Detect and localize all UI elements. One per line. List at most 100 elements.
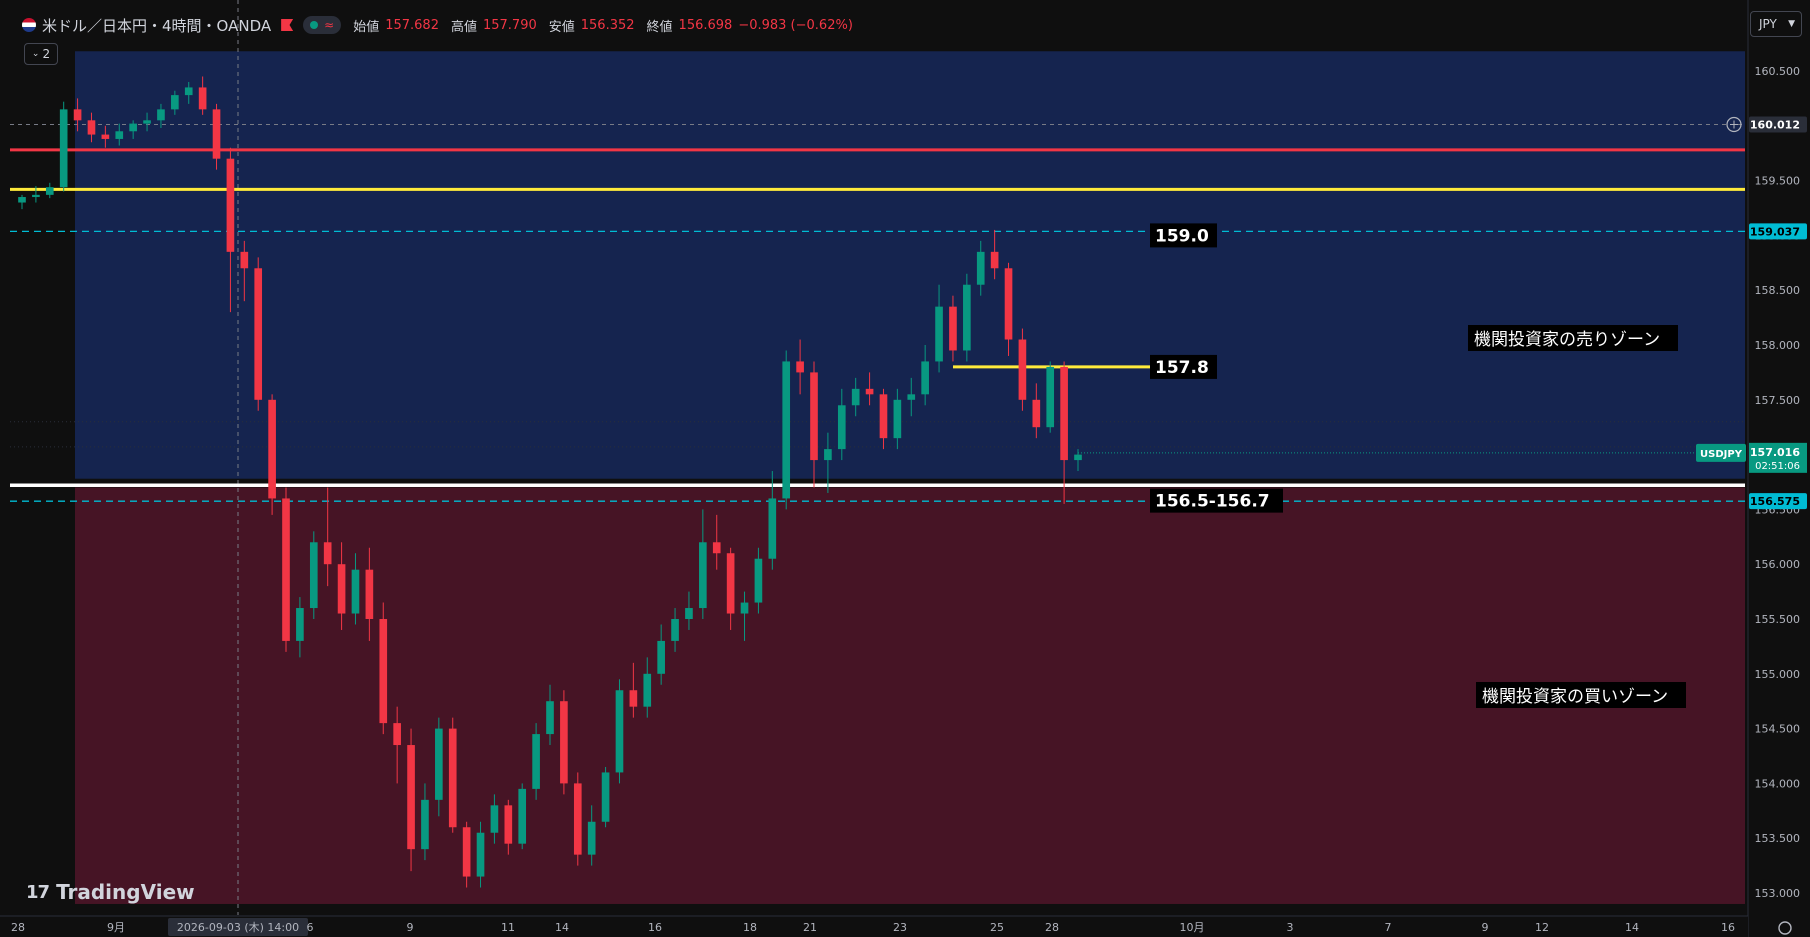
candle[interactable]	[601, 766, 610, 828]
candle[interactable]	[643, 657, 652, 718]
us-flag-icon	[22, 18, 36, 32]
candle[interactable]	[796, 339, 804, 395]
candle[interactable]	[976, 240, 985, 296]
candle[interactable]	[323, 487, 332, 587]
buy-zone-rect[interactable]	[75, 487, 1745, 904]
flag-icon[interactable]	[281, 19, 294, 31]
candle[interactable]	[768, 471, 777, 570]
candle[interactable]	[157, 103, 165, 128]
price-tick-label: 155.500	[1755, 613, 1801, 626]
candle[interactable]	[615, 679, 624, 784]
candle[interactable]	[699, 509, 707, 619]
candle[interactable]	[810, 361, 818, 488]
candle[interactable]	[879, 388, 888, 450]
candle[interactable]	[851, 377, 860, 417]
candle[interactable]	[421, 783, 429, 861]
candle[interactable]	[101, 125, 110, 148]
candle[interactable]	[1004, 262, 1013, 356]
candle[interactable]	[907, 377, 916, 417]
sell-zone-rect[interactable]	[75, 51, 1745, 479]
settings-gear-icon[interactable]	[1778, 921, 1792, 935]
candle[interactable]	[462, 821, 471, 888]
candle[interactable]	[629, 662, 638, 718]
candle[interactable]	[657, 624, 665, 685]
chevron-down-icon: ⌄	[31, 49, 40, 59]
candle-body	[699, 542, 707, 609]
candle[interactable]	[532, 723, 540, 800]
candle[interactable]	[476, 821, 485, 888]
candle[interactable]	[184, 81, 193, 104]
candle[interactable]	[337, 542, 346, 630]
candle[interactable]	[824, 432, 832, 493]
add-alert-plus-icon[interactable]	[1726, 116, 1742, 133]
candle[interactable]	[573, 772, 582, 866]
candle[interactable]	[726, 547, 735, 630]
candle[interactable]	[393, 706, 401, 784]
candle[interactable]	[212, 103, 221, 170]
time-tick-label: 9月	[107, 921, 125, 934]
candle[interactable]	[379, 602, 388, 735]
candle[interactable]	[351, 553, 360, 625]
candle[interactable]	[865, 372, 874, 406]
ohlc-close-label: 終値	[646, 19, 673, 35]
candle[interactable]	[963, 273, 971, 362]
candle[interactable]	[990, 229, 999, 280]
candle[interactable]	[73, 98, 82, 132]
candle[interactable]	[407, 728, 415, 872]
candle[interactable]	[671, 608, 679, 652]
candle[interactable]	[45, 182, 54, 199]
time-tick-label: 16	[1721, 921, 1735, 934]
indicator-collapse-button[interactable]: ⌄ 2	[24, 43, 58, 65]
candle[interactable]	[712, 514, 721, 570]
tradingview-logo-text: TradingView	[56, 880, 195, 904]
market-status-pill[interactable]: ≈	[303, 16, 342, 34]
candle[interactable]	[87, 112, 96, 143]
candle[interactable]	[309, 531, 318, 619]
candle[interactable]	[921, 345, 929, 406]
candle[interactable]	[365, 547, 374, 641]
candle[interactable]	[240, 240, 249, 302]
candle[interactable]	[560, 690, 568, 795]
candle[interactable]	[587, 805, 596, 866]
candle[interactable]	[129, 120, 137, 139]
candle[interactable]	[685, 591, 693, 630]
symbol-title[interactable]: 米ドル／日本円・4時間・OANDA	[42, 16, 272, 35]
level-label-box	[1150, 223, 1217, 248]
candle[interactable]	[254, 257, 263, 411]
candle[interactable]	[198, 76, 207, 115]
candle[interactable]	[59, 101, 68, 192]
candle[interactable]	[546, 684, 554, 746]
candle[interactable]	[32, 186, 40, 203]
candle[interactable]	[490, 794, 499, 844]
candle-body	[171, 95, 179, 110]
candle[interactable]	[949, 295, 957, 362]
candle[interactable]	[740, 591, 749, 641]
candle[interactable]	[143, 112, 151, 132]
candle[interactable]	[115, 123, 124, 146]
candle[interactable]	[1018, 328, 1027, 411]
candle[interactable]	[226, 147, 235, 313]
currency-unit-button[interactable]: JPY ▼	[1750, 11, 1802, 37]
candle[interactable]	[1060, 361, 1068, 504]
tradingview-logo[interactable]: 17 TradingView	[26, 880, 195, 904]
candle[interactable]	[837, 388, 846, 461]
candle[interactable]	[1032, 383, 1041, 439]
candle-body	[268, 399, 276, 499]
candle[interactable]	[435, 717, 443, 817]
candle[interactable]	[448, 717, 457, 833]
candle[interactable]	[754, 547, 763, 614]
candle-body	[976, 251, 985, 285]
candle[interactable]	[18, 194, 26, 210]
candle[interactable]	[296, 597, 304, 658]
candle[interactable]	[935, 284, 943, 373]
candle[interactable]	[282, 487, 290, 652]
candle[interactable]	[893, 388, 902, 450]
candle[interactable]	[504, 799, 513, 855]
candle[interactable]	[1046, 361, 1055, 433]
candle[interactable]	[268, 394, 276, 515]
candle[interactable]	[518, 783, 527, 850]
candle[interactable]	[171, 90, 179, 115]
candle[interactable]	[782, 350, 791, 510]
